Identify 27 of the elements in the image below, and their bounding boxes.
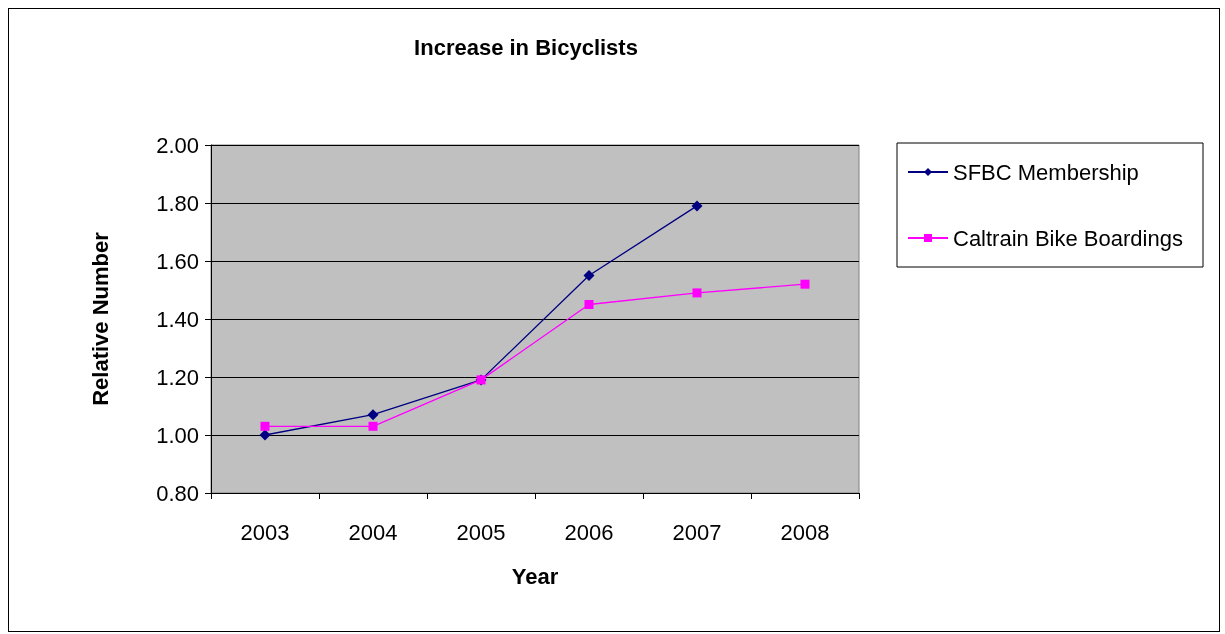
point xyxy=(583,270,595,281)
point xyxy=(259,429,271,441)
y-tick-label: 2.00 xyxy=(156,132,199,158)
point xyxy=(260,421,270,431)
y-axis-title: Relative Number xyxy=(87,231,113,406)
y-tick-label: 1.80 xyxy=(156,190,199,216)
x-tick-label: 2003 xyxy=(240,519,290,545)
y-tick-label: 0.80 xyxy=(156,480,199,506)
x-tick-label: 2005 xyxy=(456,519,506,545)
x-tick-label: 2007 xyxy=(672,519,722,545)
point xyxy=(692,288,702,298)
point xyxy=(367,409,379,421)
point xyxy=(584,300,594,309)
point xyxy=(368,421,378,431)
x-axis-title: Year xyxy=(511,563,559,589)
x-tick-label: 2008 xyxy=(780,519,830,545)
x-tick-label: 2006 xyxy=(564,519,614,545)
chart-title: Increase in Bicyclists xyxy=(414,34,638,60)
legend-label: Caltrain Bike Boardings xyxy=(953,225,1183,251)
y-tick-label: 1.60 xyxy=(156,248,199,274)
point xyxy=(800,279,810,289)
y-tick-label: 1.40 xyxy=(156,306,199,332)
y-tick-label: 1.20 xyxy=(156,364,199,390)
point xyxy=(691,200,703,212)
y-tick-label: 1.00 xyxy=(156,422,199,448)
legend-label: SFBC Membership xyxy=(953,159,1139,185)
x-tick-label: 2004 xyxy=(348,519,398,545)
